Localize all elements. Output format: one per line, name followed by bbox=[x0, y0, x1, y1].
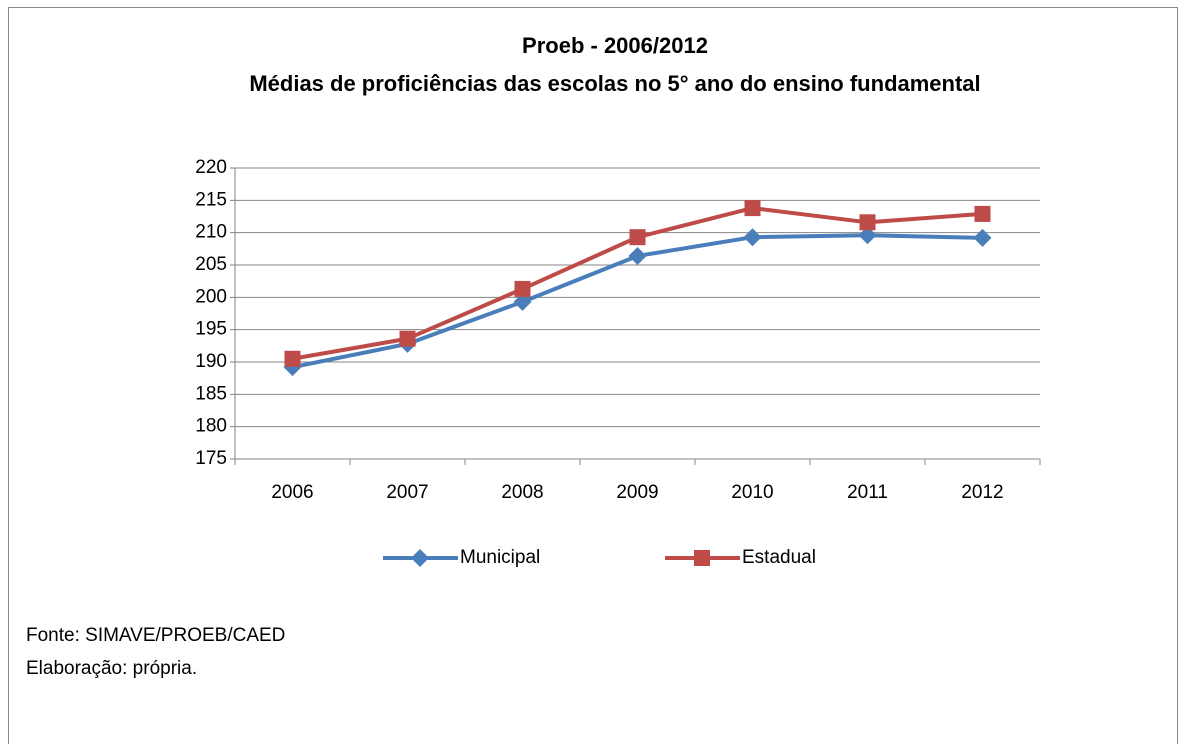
data-point bbox=[629, 229, 646, 246]
y-tick-label: 180 bbox=[195, 416, 227, 437]
frame bbox=[8, 7, 1178, 744]
footer-source: Fonte: SIMAVE/PROEB/CAED bbox=[26, 625, 285, 646]
data-point bbox=[858, 226, 877, 245]
data-point bbox=[744, 200, 761, 217]
chart-subtitle: Médias de proficiências das escolas no 5… bbox=[249, 71, 980, 96]
legend-marker bbox=[694, 550, 710, 566]
data-point bbox=[284, 350, 301, 367]
data-point bbox=[974, 205, 991, 222]
x-tick-label: 2012 bbox=[961, 482, 1003, 503]
y-tick-label: 175 bbox=[195, 448, 227, 469]
y-tick-label: 210 bbox=[195, 222, 227, 243]
data-point bbox=[743, 228, 762, 247]
data-point bbox=[399, 330, 416, 347]
footer-credit: Elaboração: própria. bbox=[26, 658, 197, 679]
x-tick-label: 2008 bbox=[501, 482, 543, 503]
x-tick-label: 2006 bbox=[271, 482, 313, 503]
legend-label: Municipal bbox=[460, 547, 540, 568]
x-tick-label: 2010 bbox=[731, 482, 773, 503]
y-tick-label: 215 bbox=[195, 189, 227, 210]
y-tick-label: 195 bbox=[195, 319, 227, 340]
chart-title: Proeb - 2006/2012 bbox=[522, 33, 708, 58]
data-point bbox=[859, 214, 876, 231]
y-tick-label: 185 bbox=[195, 383, 227, 404]
legend-label: Estadual bbox=[742, 547, 816, 568]
x-tick-label: 2011 bbox=[847, 482, 888, 503]
data-point bbox=[514, 280, 531, 297]
x-tick-label: 2007 bbox=[386, 482, 428, 503]
legend-marker bbox=[411, 549, 429, 567]
data-point bbox=[513, 292, 532, 311]
y-tick-label: 200 bbox=[195, 286, 227, 307]
y-tick-label: 220 bbox=[195, 157, 227, 178]
data-point bbox=[973, 228, 992, 247]
y-tick-label: 190 bbox=[195, 351, 227, 372]
x-tick-label: 2009 bbox=[616, 482, 658, 503]
y-tick-label: 205 bbox=[195, 254, 227, 275]
data-point bbox=[628, 246, 647, 265]
